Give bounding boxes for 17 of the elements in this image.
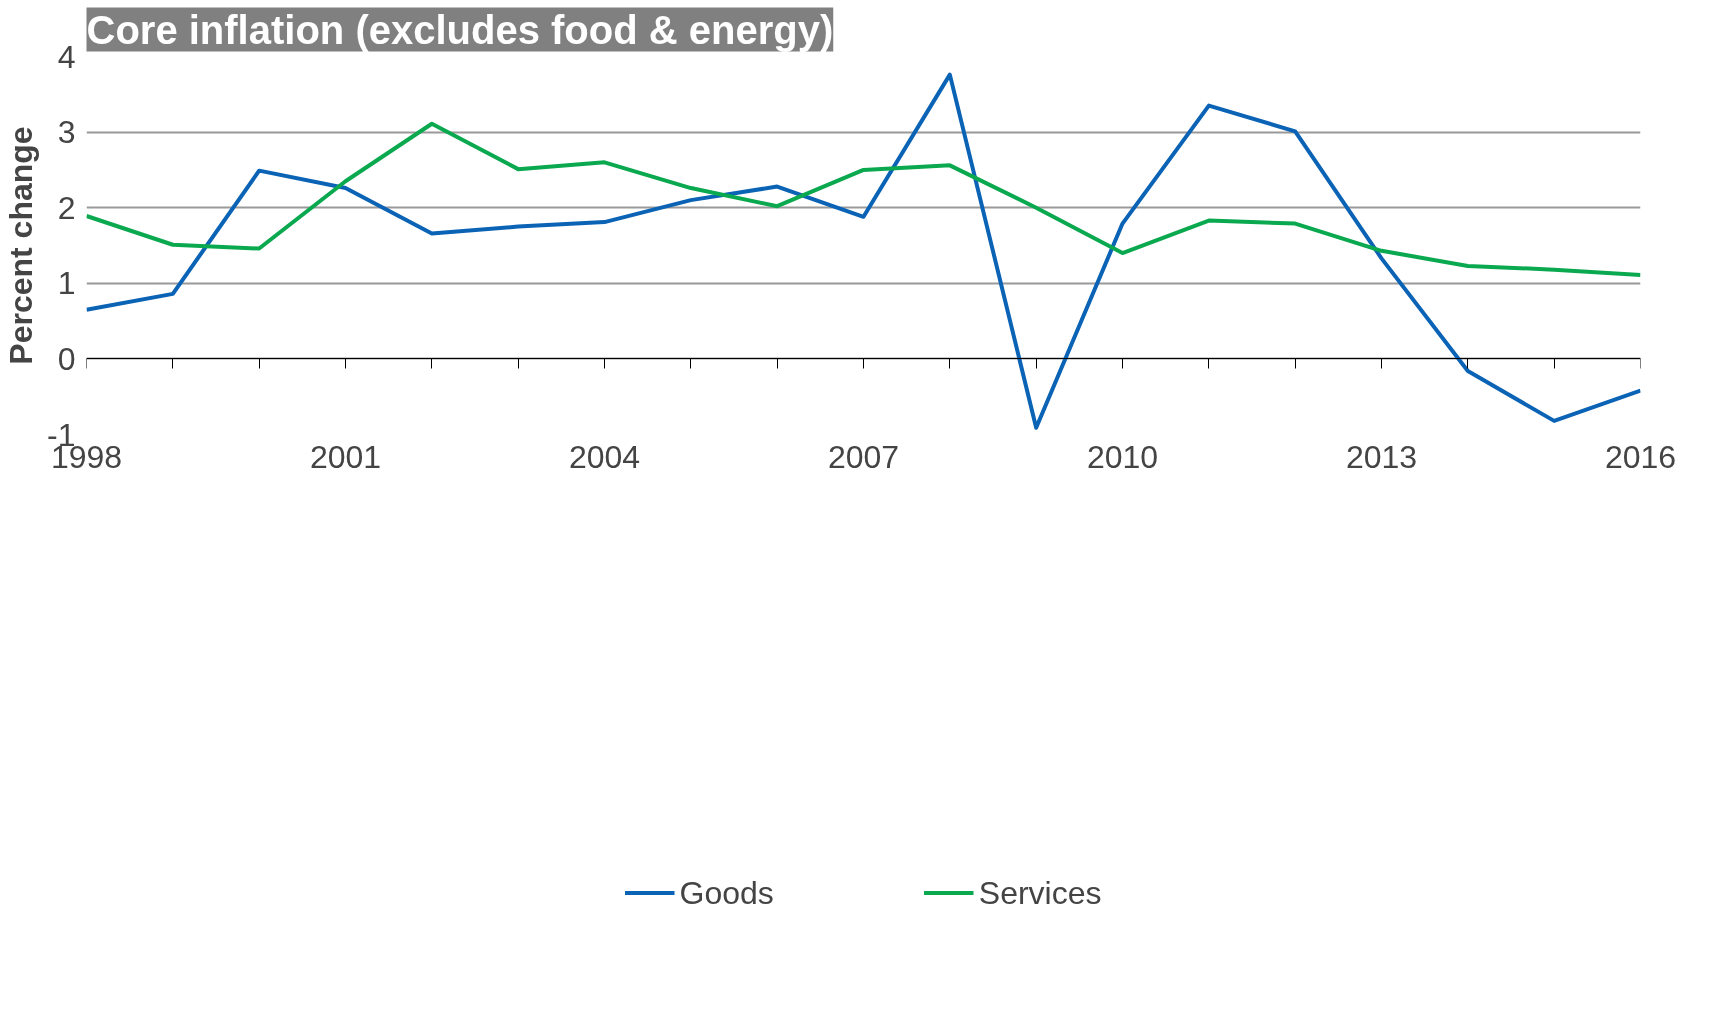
chart-title: Core inflation (excludes food & energy) [86,7,834,52]
y-tick-label: 4 [57,38,76,75]
x-tick-label: 2010 [1086,438,1159,475]
x-tick-label: 2001 [309,438,382,475]
y-tick-label: 1 [57,265,76,302]
line-series [86,121,1641,277]
y-axis-title: Percent change [3,126,40,365]
x-tick-label: 2013 [1345,438,1418,475]
line-series [86,72,1641,430]
x-tick-label: 2016 [1604,438,1677,475]
x-tick-label: 2004 [568,438,641,475]
legend-label: Goods [679,874,774,912]
y-tick-label: 3 [57,114,76,151]
y-tick-label: 2 [57,189,76,226]
legend-label: Services [978,874,1102,912]
y-tick-label: 0 [57,340,76,377]
x-tick-label: 2007 [827,438,900,475]
